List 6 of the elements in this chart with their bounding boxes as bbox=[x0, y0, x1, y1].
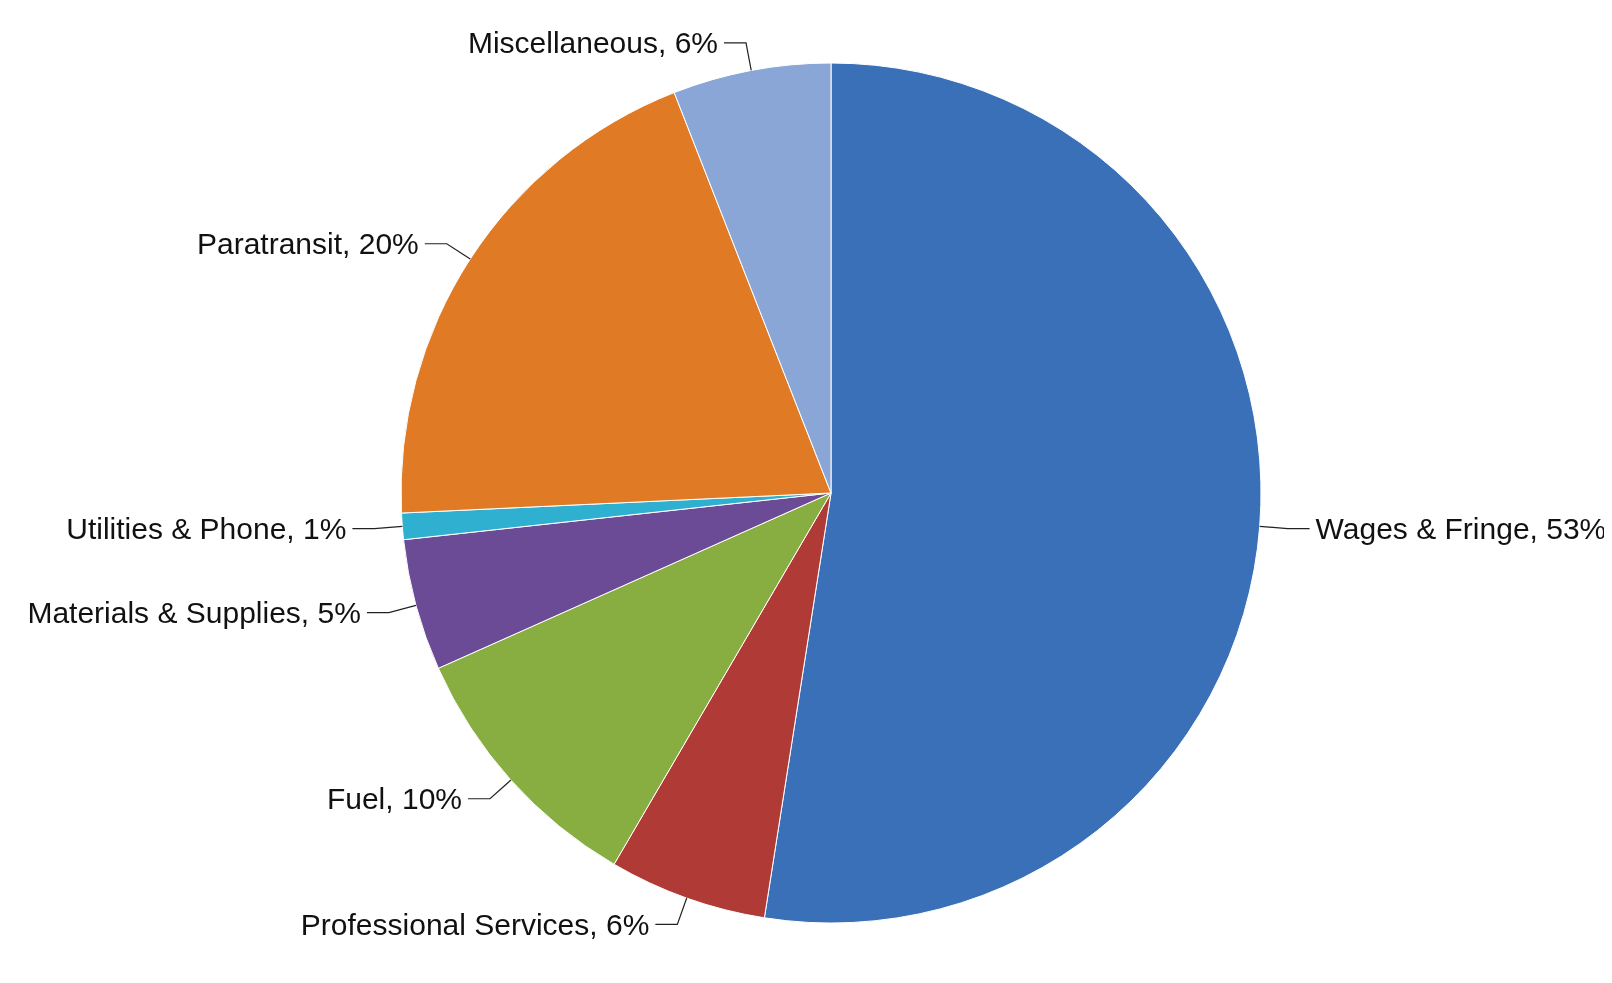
slice-label: Miscellaneous, 6% bbox=[467, 26, 719, 60]
slice-label: Fuel, 10% bbox=[326, 782, 462, 816]
slice-label: Utilities & Phone, 1% bbox=[66, 512, 347, 546]
slice-label: Materials & Supplies, 5% bbox=[27, 596, 361, 630]
slice-label: Professional Services, 6% bbox=[300, 907, 650, 941]
slice-label: Paratransit, 20% bbox=[196, 227, 419, 261]
